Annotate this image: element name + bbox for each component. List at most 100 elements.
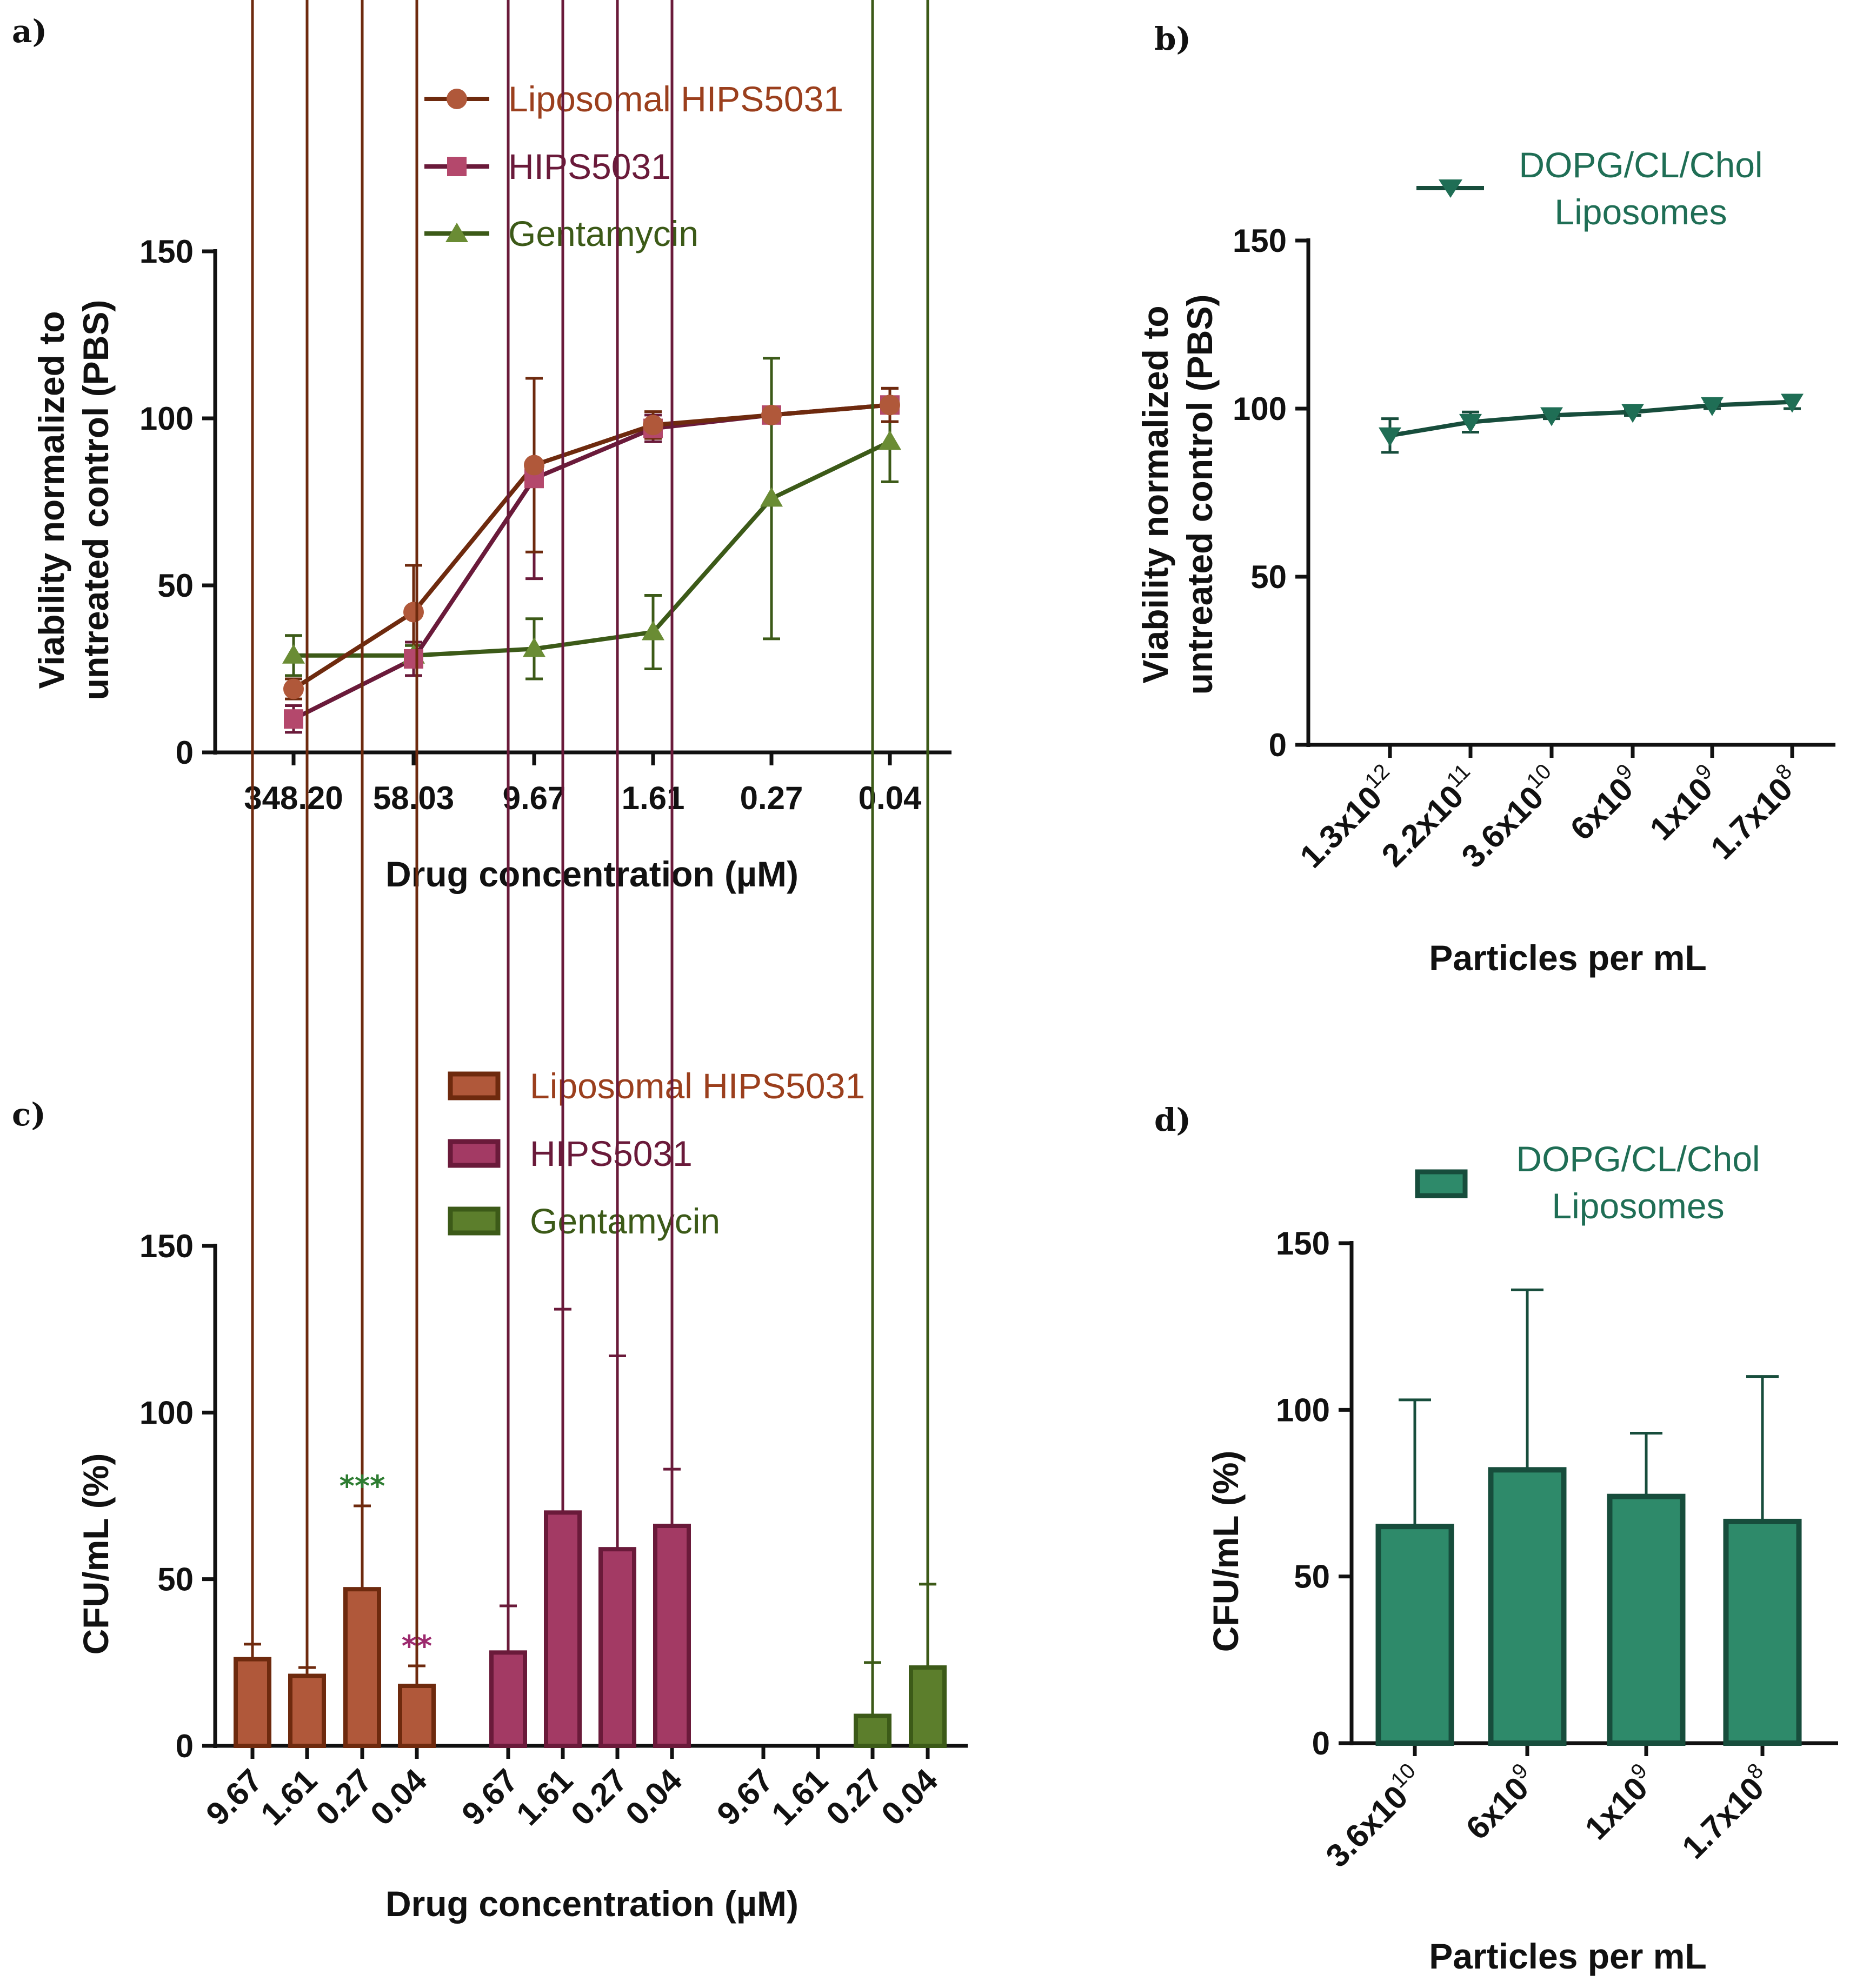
series-line-1: [292, 403, 890, 721]
panel-d-x-axis: 3.6x1010 6x109 1x109 1.7x108: [1316, 1741, 1838, 1874]
x-tick-label: 3.6x1010: [1316, 1759, 1432, 1874]
panel-c-plot: *****: [234, 0, 947, 1749]
panel-d: d) DOPG/CL/Chol Liposomes 0 50 100 150 3.6x…: [1154, 1102, 1838, 1976]
data-point: [1621, 404, 1644, 423]
data-point: [642, 621, 664, 641]
y-tick-label: 50: [1250, 559, 1287, 595]
y-tick-label: 50: [1294, 1559, 1330, 1595]
bar: [288, 1673, 326, 1748]
legend-c-gentamycin-label: Gentamycin: [530, 1201, 720, 1241]
bar: [234, 1657, 271, 1749]
panel-d-y-axis: 0 50 100 150: [1276, 1225, 1354, 1762]
data-point: [404, 649, 423, 669]
data-point: [1701, 397, 1724, 416]
y-tick-label: 0: [1312, 1725, 1330, 1762]
x-tick-label: 0.27: [564, 1762, 634, 1832]
y-tick-label: 100: [139, 1395, 194, 1431]
panel-d-y-title: CFU/mL (%): [1206, 1451, 1246, 1652]
bar: [489, 1650, 527, 1748]
x-tick-label: 0.27: [740, 780, 803, 816]
legend-c-gentamycin-swatch: [448, 1206, 501, 1236]
panel-c: c) Liposomal HIPS5031 HIPS5031 Gentamyci…: [12, 0, 968, 1924]
panel-a-y-axis: 0 50 100 150: [139, 234, 217, 771]
x-tick-label: 1.7x108: [1672, 1759, 1779, 1866]
x-tick-base: 1.7x10: [1704, 771, 1799, 866]
bar: [343, 1587, 381, 1749]
y-tick-label: 150: [1276, 1225, 1330, 1262]
data-point: [283, 678, 304, 699]
y-tick-label: 100: [139, 401, 194, 437]
panel-c-y-axis: 0 50 100 150: [139, 1228, 217, 1764]
x-tick-label: 0.27: [819, 1762, 889, 1832]
y-tick-label: 0: [176, 735, 194, 771]
x-tick-label: 348.20: [244, 780, 343, 816]
data-point: [760, 487, 783, 507]
y-tick-label: 150: [1233, 223, 1287, 259]
data-point: [524, 455, 544, 476]
data-point: [284, 709, 303, 729]
significance-label: ***: [340, 1469, 385, 1503]
legend-hips-label: HIPS5031: [508, 146, 671, 186]
x-tick-label: 0.04: [874, 1762, 944, 1832]
bar: [653, 1524, 691, 1748]
panel-b: b) DOPG/CL/Chol Liposomes 0 50 100 150 1.3x…: [1135, 21, 1835, 978]
y-tick-label: 150: [139, 234, 194, 270]
x-tick-label: 9.67: [199, 1762, 269, 1832]
bar: [598, 1547, 636, 1749]
panel-c-x-title: Drug concentration (µM): [385, 1884, 799, 1924]
bar: [1488, 1467, 1567, 1746]
panel-c-legend: Liposomal HIPS5031 HIPS5031 Gentamycin: [448, 1066, 865, 1241]
legend-dopg-marker: [1439, 179, 1462, 198]
data-point: [403, 602, 424, 623]
data-point: [1379, 427, 1401, 446]
data-point: [282, 644, 305, 664]
x-tick-label: 0.04: [618, 1762, 689, 1832]
panel-a-label: a): [12, 13, 47, 50]
y-tick-label: 50: [157, 1562, 194, 1598]
y-tick-label: 150: [139, 1228, 194, 1264]
x-tick-label: 1.61: [764, 1762, 835, 1832]
x-tick-label: 6x109: [1456, 1759, 1544, 1846]
legend-dopg-label-line2: Liposomes: [1554, 192, 1727, 232]
x-tick-label: 1.61: [254, 1762, 324, 1832]
data-point: [761, 404, 782, 425]
panel-a: a) Liposomal HIPS5031 HIPS5031 Gentamyci…: [12, 13, 952, 894]
x-tick-label: 0.04: [859, 780, 922, 816]
bar: [398, 1684, 436, 1748]
panel-b-plot: [1379, 393, 1804, 454]
x-tick-label: 9.67: [455, 1762, 525, 1832]
bar: [854, 1713, 891, 1748]
y-tick-label: 0: [176, 1728, 194, 1764]
x-tick-base: 1.3x10: [1293, 779, 1389, 875]
panel-b-y-title-line1: Viability normalized to: [1135, 305, 1175, 683]
x-tick-label: 9.67: [710, 1762, 780, 1832]
panel-b-y-title-line2: untreated control (PBS): [1180, 295, 1220, 695]
legend-gentamycin-marker: [445, 223, 468, 242]
legend-gentamycin-label: Gentamycin: [508, 214, 698, 253]
legend-d-label-line2: Liposomes: [1552, 1186, 1724, 1226]
data-point: [523, 637, 545, 657]
panel-c-y-title: CFU/mL (%): [76, 1453, 116, 1655]
series-line-2: [294, 439, 891, 658]
bar: [1723, 1518, 1802, 1746]
x-tick-label: 1.61: [622, 780, 685, 816]
y-tick-label: 50: [157, 568, 194, 604]
y-tick-label: 100: [1276, 1392, 1330, 1428]
panel-b-legend: DOPG/CL/Chol Liposomes: [1416, 145, 1763, 232]
x-tick-label: 9.67: [503, 780, 566, 816]
panel-a-legend: Liposomal HIPS5031 HIPS5031 Gentamycin: [424, 79, 843, 253]
panel-a-y-title-line2: untreated control (PBS): [76, 300, 116, 701]
x-tick-base: 3.6x10: [1455, 779, 1551, 875]
bar: [544, 1510, 582, 1748]
x-tick-label: 58.03: [373, 780, 454, 816]
legend-d-label-line1: DOPG/CL/Chol: [1516, 1139, 1760, 1179]
bar: [909, 1665, 947, 1748]
legend-dopg-label-line1: DOPG/CL/Chol: [1519, 145, 1762, 185]
panel-d-label: d): [1154, 1102, 1191, 1138]
data-point: [1540, 407, 1563, 426]
data-point: [1781, 393, 1804, 413]
x-tick-label: 6x109: [1561, 759, 1648, 847]
y-tick-label: 100: [1233, 391, 1287, 427]
x-tick-base: 3.6x10: [1319, 1778, 1415, 1874]
